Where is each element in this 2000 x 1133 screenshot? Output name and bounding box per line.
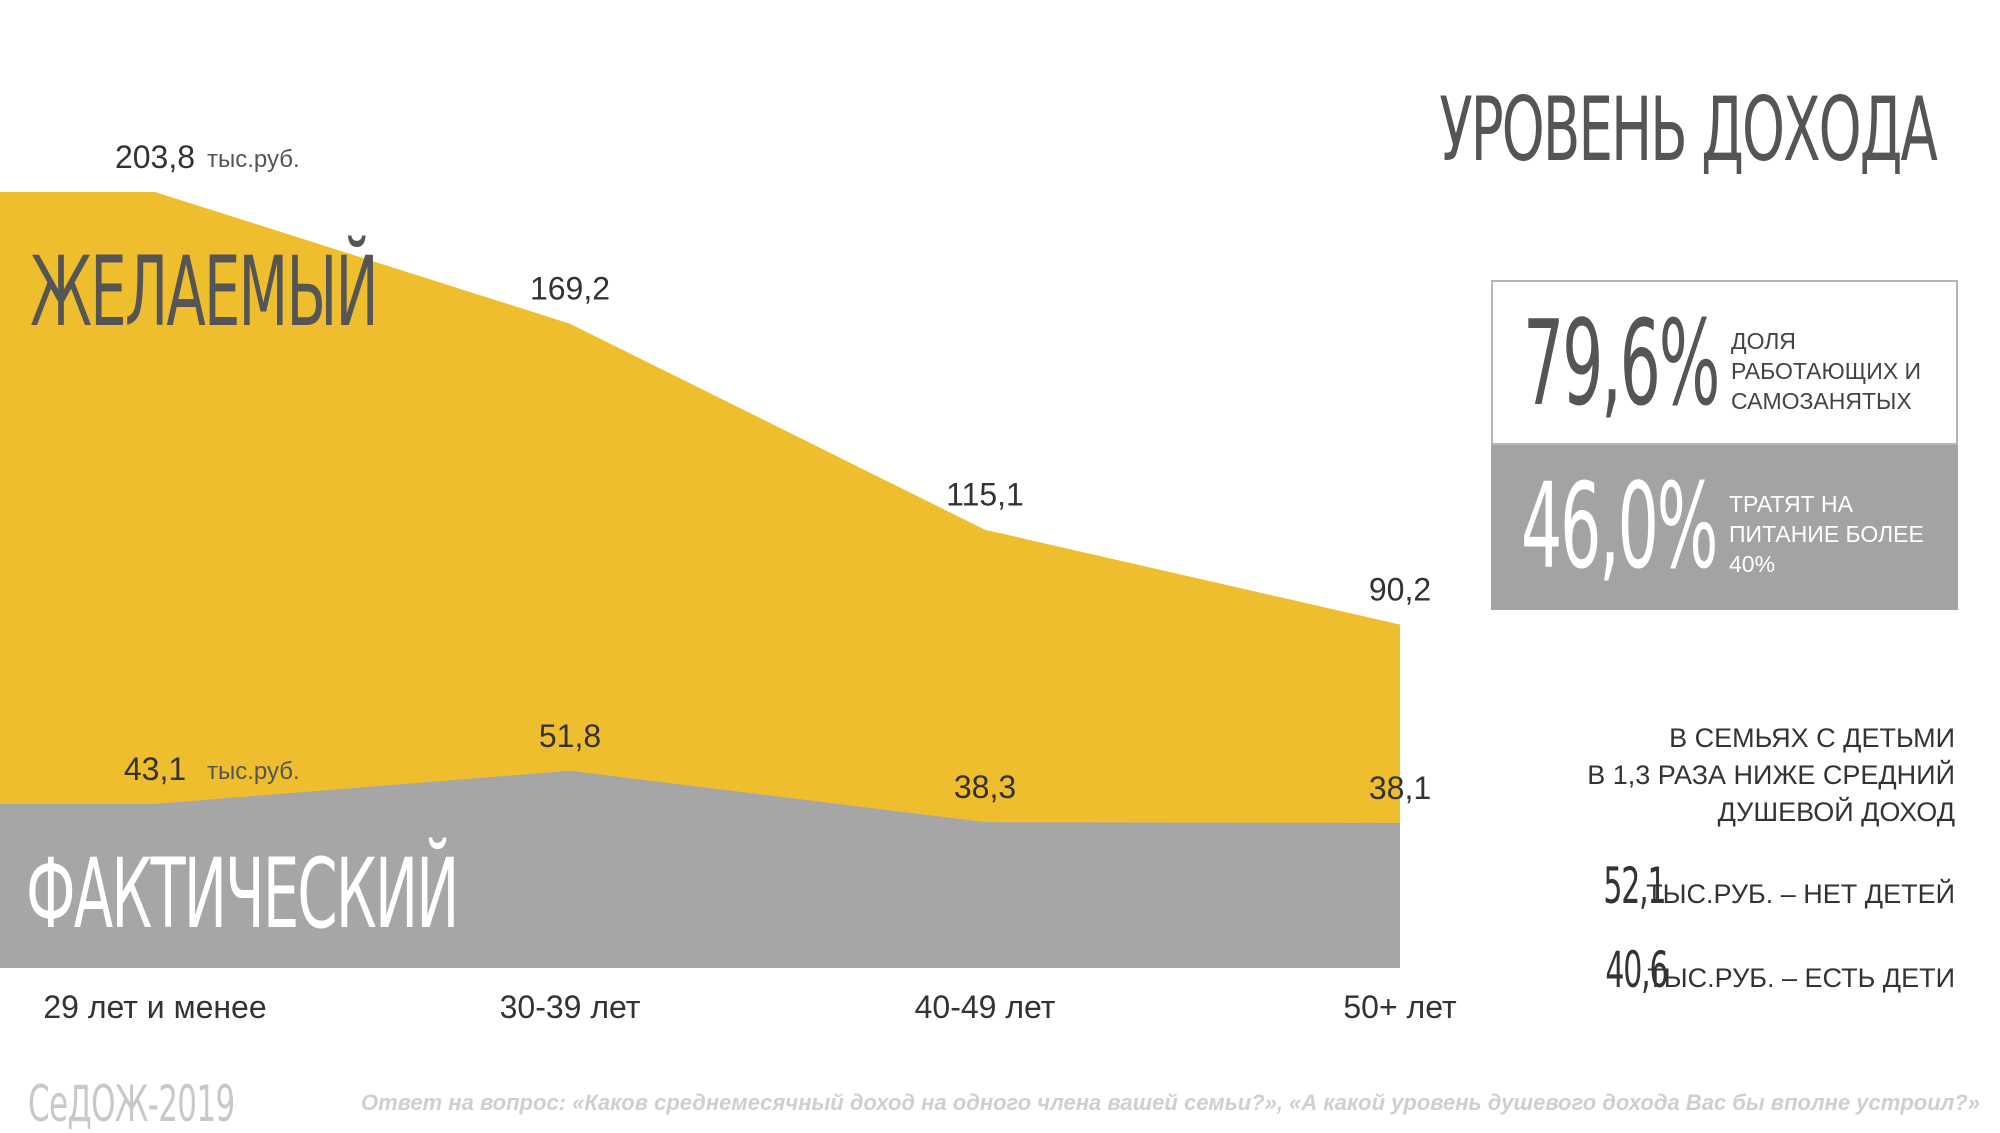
data-label-s1-2: 38,3: [954, 769, 1016, 805]
stat-employed: 79,6% ДОЛЯ РАБОТАЮЩИХ И САМОЗАНЯТЫХ: [1491, 280, 1958, 445]
family-heading: В СЕМЬЯХ С ДЕТЬМИ В 1,3 РАЗА НИЖЕ СРЕДНИ…: [1515, 720, 1955, 831]
data-label-s0-1: 169,2: [530, 271, 610, 307]
stat-food-spending-description: ТРАТЯТ НА ПИТАНИЕ БОЛЕЕ 40%: [1729, 491, 1924, 577]
family-heading-line-3: ДУШЕВОЙ ДОХОД: [1717, 797, 1955, 827]
x-tick-label-0: 29 лет и менее: [43, 989, 266, 1025]
data-label-s0-3: 90,2: [1369, 572, 1431, 608]
data-label-unit-s0-0: тыс.руб.: [207, 146, 300, 173]
stat-food-spending: 46,0% ТРАТЯТ НА ПИТАНИЕ БОЛЕЕ 40%: [1491, 445, 1958, 610]
income-area-chart: 203,8 тыс.руб. 169,2 115,1 90,2 43,1 тыс.руб. 5…: [0, 139, 1457, 1025]
family-heading-line-1: В СЕМЬЯХ С ДЕТЬМИ: [1669, 723, 1955, 753]
page-title: УРОВЕНЬ ДОХОДА: [1439, 78, 1937, 181]
stat-employed-value: 79,6%: [1523, 294, 1720, 432]
x-tick-label-2: 40-49 лет: [915, 989, 1056, 1025]
family-no-children-text: ТЫС.РУБ. – НЕТ ДЕТЕЙ: [1646, 879, 1955, 909]
data-label-s1-3: 38,1: [1369, 770, 1431, 806]
data-label-s1-0: 43,1: [124, 751, 186, 787]
family-income-block: В СЕМЬЯХ С ДЕТЬМИ В 1,3 РАЗА НИЖЕ СРЕДНИ…: [1515, 720, 1955, 999]
x-tick-label-1: 30-39 лет: [500, 989, 641, 1025]
footer-brand: СеДОЖ-2019: [28, 1075, 235, 1133]
stat-food-spending-value: 46,0%: [1521, 457, 1718, 595]
series-label-desired: ЖЕЛАЕМЫЙ: [30, 236, 379, 348]
data-label-s0-2: 115,1: [946, 477, 1024, 513]
family-no-children: 52,1 ТЫС.РУБ. – НЕТ ДЕТЕЙ: [1515, 857, 1955, 915]
area-actual: [0, 770, 1400, 968]
stat-employed-description: ДОЛЯ РАБОТАЮЩИХ И САМОЗАНЯТЫХ: [1731, 328, 1922, 414]
family-heading-line-2: В 1,3 РАЗА НИЖЕ СРЕДНИЙ: [1587, 760, 1955, 790]
data-label-unit-s1-0: тыс.руб.: [207, 758, 300, 785]
footer-note: Ответ на вопрос: «Каков среднемесячный д…: [360, 1090, 1980, 1115]
family-no-children-value: 52,1: [1603, 857, 1667, 915]
x-tick-label-3: 50+ лет: [1343, 989, 1457, 1025]
area-desired: [0, 192, 1400, 968]
series-label-actual: ФАКТИЧЕСКИЙ: [26, 838, 459, 950]
family-with-children-value: 40,6: [1604, 941, 1668, 999]
data-label-s1-1: 51,8: [539, 718, 601, 754]
family-with-children: 40,6 ТЫС.РУБ. – ЕСТЬ ДЕТИ: [1515, 941, 1955, 999]
data-label-s0-0: 203,8: [115, 139, 195, 175]
stats-box: 79,6% ДОЛЯ РАБОТАЮЩИХ И САМОЗАНЯТЫХ 46,0…: [1491, 280, 1958, 610]
family-with-children-text: ТЫС.РУБ. – ЕСТЬ ДЕТИ: [1647, 963, 1955, 993]
